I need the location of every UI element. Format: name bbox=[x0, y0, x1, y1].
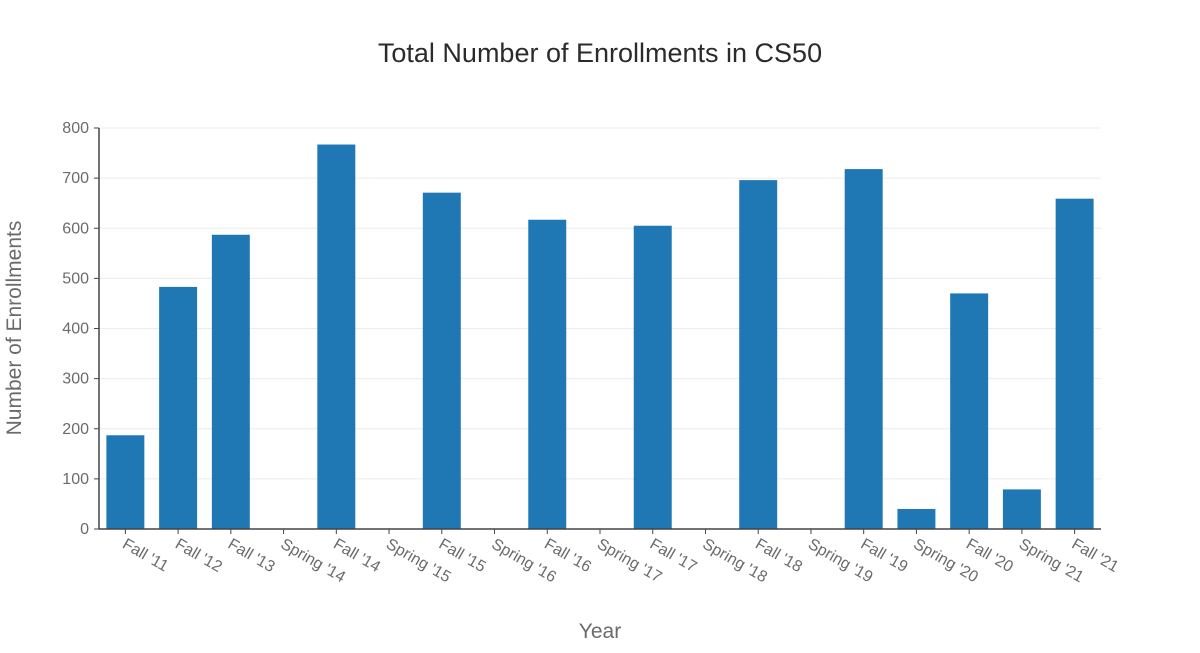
bar bbox=[528, 219, 567, 529]
bar bbox=[844, 169, 883, 530]
y-axis-title: Number of Enrollments bbox=[3, 221, 26, 436]
y-tick-label: 700 bbox=[62, 170, 89, 187]
y-tick-label: 100 bbox=[62, 471, 89, 488]
y-tick-label: 0 bbox=[80, 521, 89, 538]
bar bbox=[106, 435, 145, 529]
y-tick-label: 500 bbox=[62, 270, 89, 287]
bar bbox=[633, 225, 672, 529]
bars bbox=[106, 144, 1094, 530]
bar bbox=[1002, 489, 1041, 529]
x-tick-label: Fall '12 bbox=[172, 536, 225, 576]
y-tick-label: 600 bbox=[62, 220, 89, 237]
x-axis-title: Year bbox=[579, 620, 621, 643]
x-tick-label: Fall '13 bbox=[225, 536, 278, 576]
y-gridlines bbox=[99, 127, 1101, 480]
bar bbox=[422, 192, 461, 529]
bar bbox=[159, 286, 198, 529]
bar bbox=[950, 293, 989, 529]
y-tick-labels: 0 100 200 300 400 500 600 700 800 bbox=[62, 120, 99, 538]
bar bbox=[739, 180, 778, 529]
bar bbox=[317, 144, 356, 529]
bar bbox=[897, 508, 936, 529]
y-tick-label: 200 bbox=[62, 421, 89, 438]
y-tick-label: 800 bbox=[62, 120, 89, 137]
y-tick-label: 300 bbox=[62, 371, 89, 388]
chart-title: Total Number of Enrollments in CS50 bbox=[378, 38, 822, 68]
bar bbox=[1055, 198, 1094, 529]
bar bbox=[211, 234, 250, 530]
x-tick-label: Fall '11 bbox=[119, 536, 171, 576]
y-tick-label: 400 bbox=[62, 321, 89, 338]
